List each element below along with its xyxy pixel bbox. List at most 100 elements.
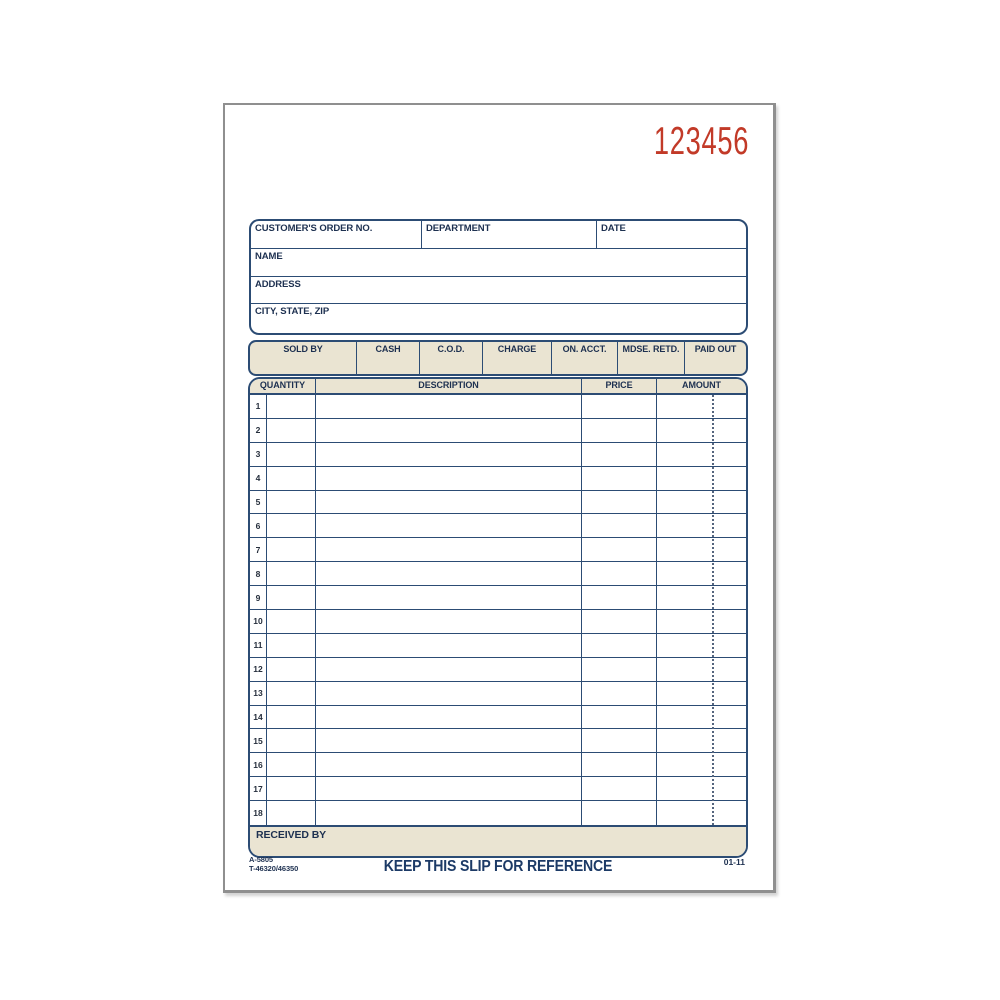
amount-cell [657, 514, 746, 537]
row-number: 11 [250, 633, 267, 657]
table-row: 11 [250, 633, 746, 658]
quantity-cell [267, 657, 316, 681]
table-row: 16 [250, 753, 746, 778]
sales-order-slip: 123456 CUSTOMER'S ORDER NO. DEPARTMENT D… [223, 103, 776, 893]
item-rows: 1 2 3 4 5 6 7 8 9 10 11 12 13 14 15 16 17 18 [250, 395, 746, 826]
quantity-cell [267, 705, 316, 729]
row-number: 1 [250, 395, 267, 418]
row-number: 12 [250, 657, 267, 681]
quantity-cell [267, 633, 316, 657]
description-cell [316, 418, 582, 442]
date-field: DATE [597, 221, 746, 248]
row-number: 18 [250, 801, 267, 826]
amount-cell [657, 658, 746, 681]
amount-cell [657, 419, 746, 442]
amount-cell [657, 610, 746, 633]
description-cell [316, 633, 582, 657]
form-code: A-5805 [249, 855, 273, 864]
description-cell [316, 466, 582, 490]
price-cell [582, 657, 657, 681]
description-cell [316, 586, 582, 610]
city-state-zip-field: CITY, STATE, ZIP [251, 304, 746, 333]
table-row: 4 [250, 466, 746, 491]
description-cell [316, 681, 582, 705]
price-cell [582, 801, 657, 826]
amount-cell [657, 634, 746, 657]
table-row: 8 [250, 562, 746, 587]
row-number: 6 [250, 514, 267, 538]
price-cell [582, 586, 657, 610]
table-row: 18 [250, 801, 746, 826]
row-number: 13 [250, 681, 267, 705]
cod-cell: C.O.D. [420, 342, 483, 374]
amount-cell [657, 443, 746, 466]
amount-cell [657, 491, 746, 514]
table-row: 2 [250, 418, 746, 443]
quantity-cell [267, 681, 316, 705]
quantity-cell [267, 418, 316, 442]
charge-cell: CHARGE [483, 342, 552, 374]
row-number: 15 [250, 729, 267, 753]
price-cell [582, 418, 657, 442]
cash-cell: CASH [357, 342, 420, 374]
customer-order-no-label: CUSTOMER'S ORDER NO. [255, 223, 373, 234]
name-field: NAME [251, 249, 746, 277]
amount-cell [657, 562, 746, 585]
payment-method-strip: SOLD BY CASH C.O.D. CHARGE ON. ACCT. MDS… [248, 340, 748, 376]
amount-cell [657, 801, 746, 825]
table-row: 3 [250, 442, 746, 467]
table-row: 6 [250, 514, 746, 539]
received-by-row: RECEIVED BY [250, 825, 746, 856]
row-number: 7 [250, 538, 267, 562]
description-cell [316, 801, 582, 826]
amount-cell [657, 777, 746, 800]
price-cell [582, 681, 657, 705]
table-row: 5 [250, 490, 746, 515]
customer-order-no-field: CUSTOMER'S ORDER NO. [251, 221, 422, 248]
price-cell [582, 705, 657, 729]
description-cell [316, 610, 582, 633]
row-number: 4 [250, 466, 267, 490]
quantity-cell [267, 442, 316, 466]
description-cell [316, 729, 582, 753]
price-header: PRICE [582, 379, 657, 393]
amount-header: AMOUNT [682, 380, 721, 390]
row-number: 16 [250, 753, 267, 777]
reference-notice: KEEP THIS SLIP FOR REFERENCE [383, 858, 613, 875]
price-cell [582, 442, 657, 466]
price-cell [582, 490, 657, 514]
sold-by-cell: SOLD BY [250, 342, 357, 374]
table-row: 15 [250, 729, 746, 754]
price-cell [582, 514, 657, 538]
quantity-cell [267, 610, 316, 633]
address-field: ADDRESS [251, 277, 746, 304]
amount-cell [657, 706, 746, 729]
table-row: 12 [250, 657, 746, 682]
row-number: 3 [250, 442, 267, 466]
table-row: 13 [250, 681, 746, 706]
price-cell [582, 753, 657, 777]
form-codes: A-5805 T-46320/46350 [249, 855, 298, 873]
amount-cell [657, 729, 746, 752]
department-field: DEPARTMENT [422, 221, 597, 248]
quantity-cell [267, 490, 316, 514]
paid-out-cell: PAID OUT [694, 344, 737, 354]
quantity-cell [267, 801, 316, 826]
received-by-label: RECEIVED BY [256, 829, 327, 842]
department-label: DEPARTMENT [426, 223, 491, 234]
row-number: 9 [250, 586, 267, 610]
items-table-header: QUANTITY DESCRIPTION PRICE AMOUNT [250, 379, 746, 395]
description-cell [316, 442, 582, 466]
table-row: 1 [250, 395, 746, 419]
quantity-cell [267, 514, 316, 538]
amount-cell [657, 586, 746, 609]
address-label: ADDRESS [255, 279, 301, 290]
description-cell [316, 538, 582, 562]
table-row: 17 [250, 777, 746, 802]
amount-cell [657, 395, 746, 418]
quantity-cell [267, 586, 316, 610]
quantity-cell [267, 777, 316, 801]
table-row: 9 [250, 586, 746, 611]
price-cell [582, 562, 657, 586]
price-cell [582, 777, 657, 801]
